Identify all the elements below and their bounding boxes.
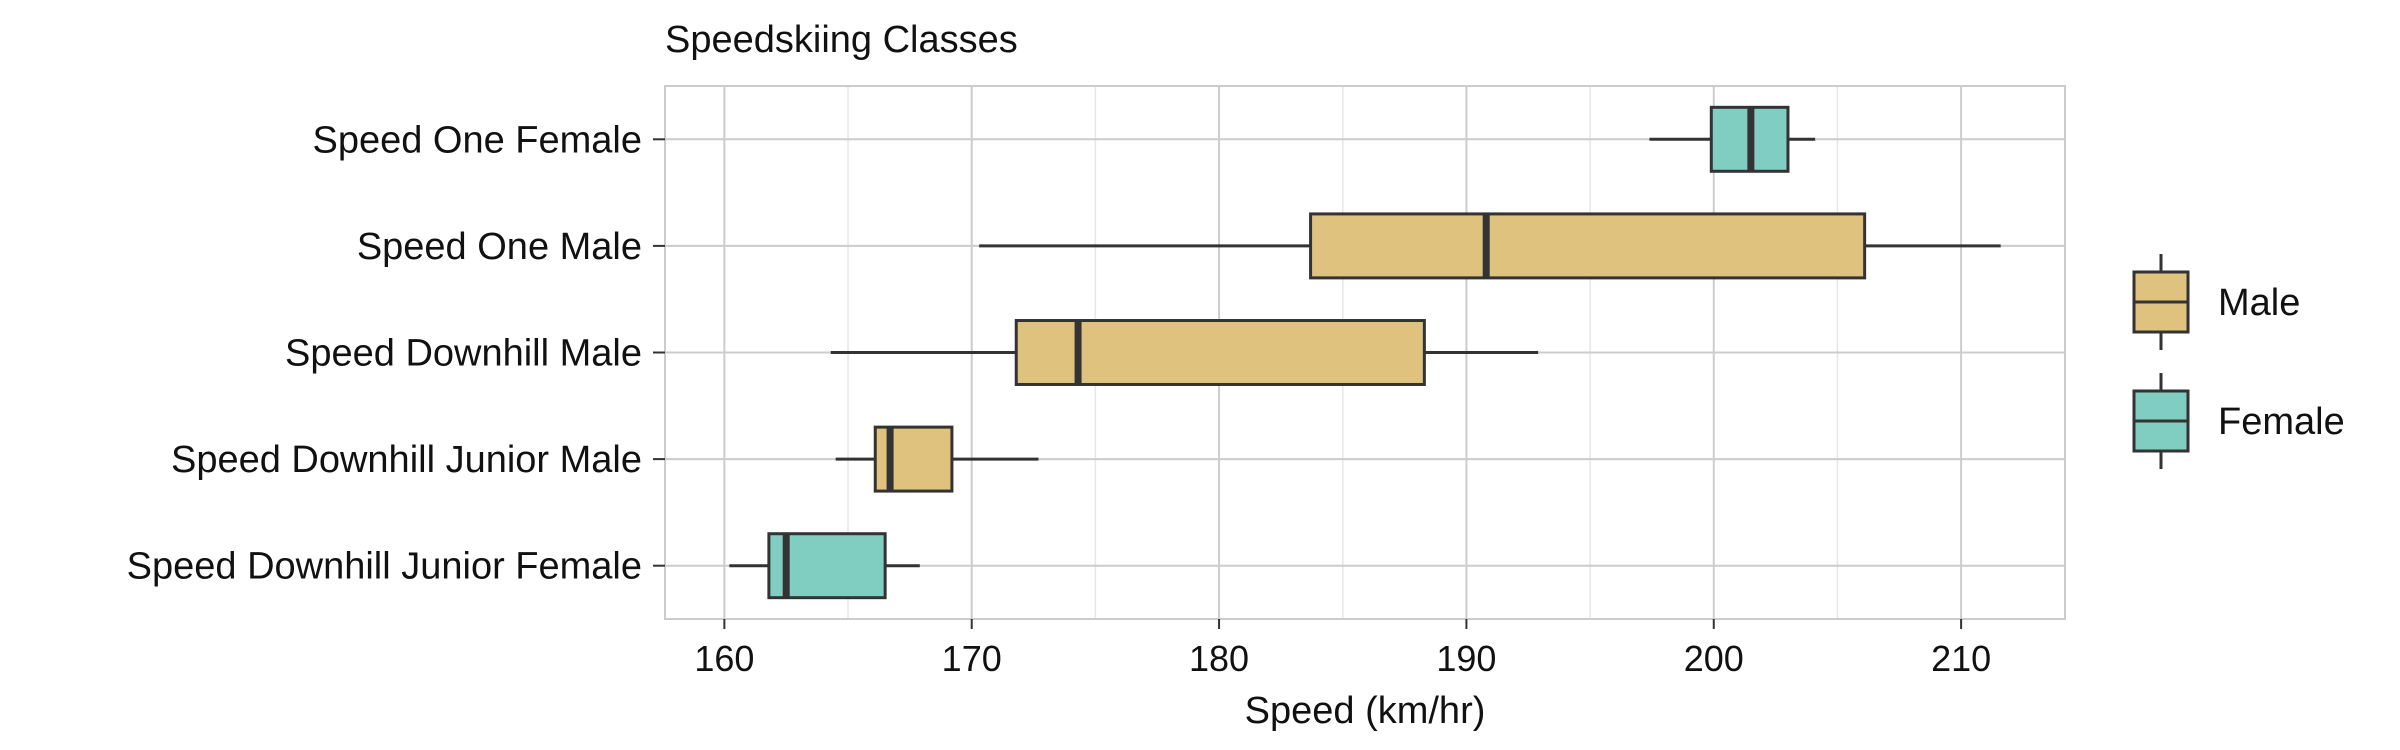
box-speed-downhill-junior-male — [835, 425, 1039, 493]
x-tick-label: 210 — [1931, 638, 1991, 679]
legend-item-male: Male — [2132, 254, 2300, 350]
box-iqr — [1309, 212, 1867, 280]
category-label: Speed One Female — [312, 119, 642, 161]
category-label: Speed One Male — [357, 226, 642, 268]
legend-label: Female — [2218, 401, 2345, 443]
x-tick-label: 190 — [1436, 638, 1496, 679]
category-label: Speed Downhill Junior Female — [127, 546, 642, 588]
x-tick-label: 160 — [694, 638, 754, 679]
x-tick-label: 170 — [942, 638, 1002, 679]
category-labels: Speed One Female Speed One Male Speed Down… — [127, 119, 665, 588]
x-tick-labels: 160 170 180 190 200 210 — [694, 619, 1991, 679]
legend-item-female: Female — [2132, 373, 2345, 469]
box-layer — [729, 105, 2001, 600]
legend: Male Female — [2132, 254, 2345, 469]
category-label: Speed Downhill Junior Male — [171, 439, 642, 481]
box-speed-one-male — [979, 212, 2001, 280]
x-tick-label: 200 — [1684, 638, 1744, 679]
box-iqr — [1014, 319, 1426, 386]
chart-title: Speedskiing Classes — [665, 19, 1018, 61]
x-tick-label: 180 — [1189, 638, 1249, 679]
box-speed-downhill-junior-female — [729, 532, 920, 600]
box-speed-one-female — [1649, 105, 1816, 173]
x-axis-title: Speed (km/hr) — [1245, 690, 1486, 732]
legend-label: Male — [2218, 282, 2300, 324]
box-speed-downhill-male — [830, 319, 1539, 386]
category-label: Speed Downhill Male — [285, 333, 642, 375]
